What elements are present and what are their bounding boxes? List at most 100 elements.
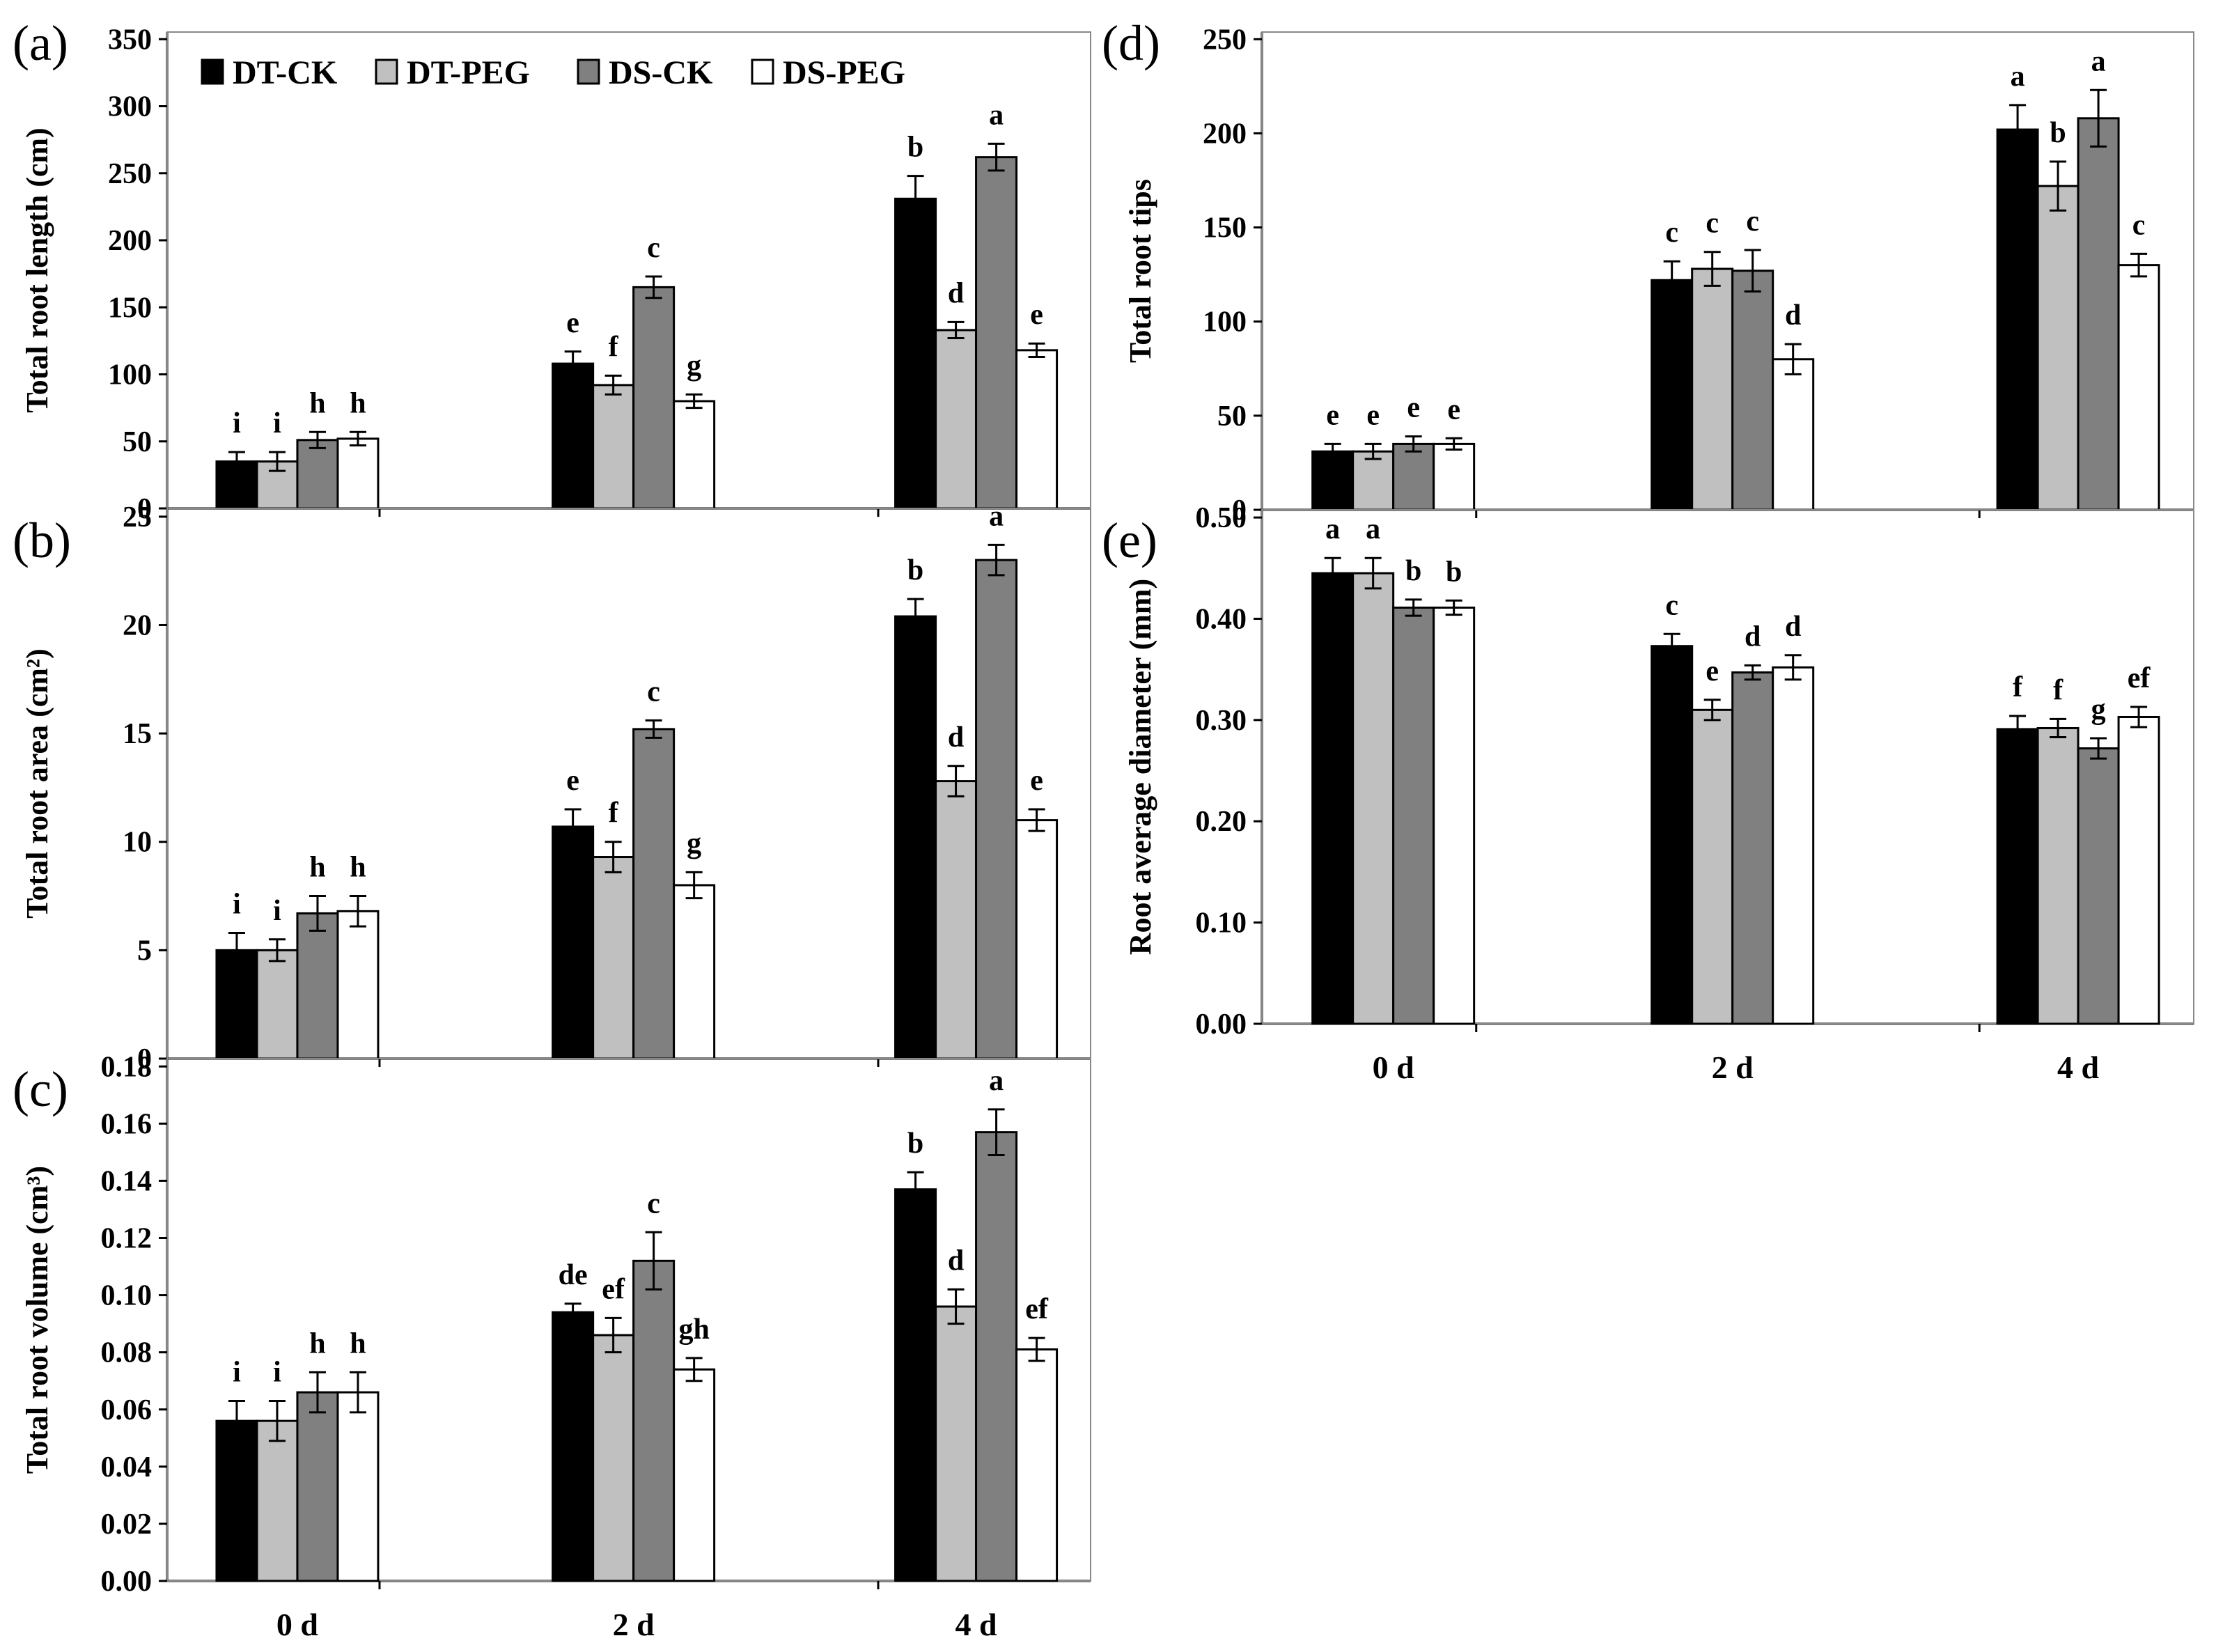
significance-letter: a [989, 1065, 1004, 1097]
panel-label: (d) [1102, 15, 1160, 71]
bar-ds-peg [673, 400, 716, 510]
significance-letter: h [309, 387, 325, 419]
significance-letter: e [1030, 299, 1043, 331]
significance-letter: h [350, 852, 366, 884]
bar-dt-peg [2036, 185, 2080, 511]
bar-ds-peg [2117, 715, 2160, 1025]
bar-ds-ck [296, 439, 339, 510]
bar-dt-ck [1311, 450, 1355, 511]
y-tick-label: 0 [137, 1043, 152, 1075]
significance-letter: gh [678, 1314, 709, 1346]
significance-letter: c [647, 232, 660, 264]
bar-dt-ck [552, 1311, 595, 1582]
significance-letter: ef [602, 1273, 625, 1305]
y-tick-label: 0.12 [101, 1223, 153, 1255]
significance-letter: d [948, 1245, 964, 1277]
y-axis-title: Total root tips [1123, 179, 1157, 363]
panel-label: (a) [13, 15, 68, 71]
y-tick-label: 0.02 [101, 1509, 153, 1541]
x-category-label: 0 d [276, 1607, 319, 1642]
significance-letter: i [273, 407, 281, 439]
legend-label-ds-peg: DS-PEG [783, 54, 905, 91]
bar-ds-peg [336, 910, 380, 1060]
bar-ds-peg [673, 1368, 716, 1582]
y-axis-title: Total root volume (cm³) [20, 1166, 54, 1474]
significance-letter: b [907, 554, 923, 586]
significance-letter: ef [1025, 1293, 1049, 1325]
legend-label-dt-ck: DT-CK [233, 54, 337, 91]
significance-letter: e [1706, 655, 1719, 687]
bar-dt-ck [894, 1188, 937, 1582]
legend-swatch-dt-peg [375, 59, 398, 85]
bar-dt-ck [894, 197, 937, 510]
significance-letter: c [1706, 208, 1719, 240]
legend: DT-CK DT-PEG DS-CK DS-PEG [201, 54, 905, 91]
y-tick-label: 0 [1232, 494, 1247, 527]
bar-dt-peg [1352, 450, 1395, 511]
bar-ds-peg [1015, 349, 1059, 510]
bar-ds-ck [632, 286, 676, 510]
significance-letter: e [566, 765, 579, 797]
bar-dt-peg [2036, 726, 2080, 1025]
y-tick-label: 300 [108, 91, 152, 123]
y-tick-label: 100 [108, 359, 152, 391]
panel-c: (c) Total root volume (cm³) 0.00 0.02 0.04 0.… [13, 1051, 1091, 1642]
bar-ds-ck [2077, 747, 2120, 1025]
y-tick-label: 200 [108, 225, 152, 257]
y-tick-label: 10 [123, 827, 152, 859]
bar-ds-ck [1392, 442, 1435, 511]
bar-dt-peg [256, 949, 299, 1060]
bar-ds-peg [1015, 1348, 1059, 1582]
significance-letter: h [309, 852, 325, 884]
x-category-label: 4 d [955, 1607, 998, 1642]
bar-dt-ck [1311, 572, 1355, 1025]
y-axis-title: Total root area (cm²) [20, 648, 54, 919]
y-tick-label: 0.20 [1196, 806, 1247, 838]
bar-dt-peg [1691, 267, 1734, 511]
y-tick-label: 15 [123, 718, 152, 750]
y-tick-label: 50 [123, 426, 152, 458]
bar-dt-peg [592, 384, 635, 510]
significance-letter: e [1447, 393, 1460, 426]
significance-letter: e [1030, 765, 1043, 797]
bar-ds-ck [2077, 117, 2120, 511]
y-tick-label: 250 [1203, 24, 1247, 56]
y-tick-label: 0.10 [1196, 907, 1247, 940]
significance-letter: a [2091, 45, 2106, 77]
legend-swatch-dt-ck [201, 59, 224, 85]
significance-letter: a [1325, 513, 1340, 545]
panels: (a)Total root length (cm)050100150200250… [13, 15, 2194, 1642]
y-axis-title: Root average diameter (mm) [1123, 579, 1157, 955]
significance-letter: b [2050, 117, 2066, 149]
y-tick-label: 5 [137, 935, 152, 967]
bar-ds-peg [336, 1391, 380, 1582]
bar-ds-peg [1015, 819, 1059, 1060]
significance-letter: f [609, 331, 619, 363]
bar-ds-ck [296, 912, 339, 1060]
y-tick-label: 0.04 [101, 1451, 153, 1483]
bar-ds-ck [632, 728, 676, 1060]
bar-dt-peg [935, 329, 978, 510]
y-tick-label: 0.00 [1196, 1008, 1247, 1041]
significance-letter: a [2011, 61, 2025, 93]
bar-ds-ck [1392, 606, 1435, 1025]
bar-dt-peg [1691, 708, 1734, 1025]
significance-letter: b [1446, 556, 1462, 588]
significance-letter: h [350, 1327, 366, 1359]
significance-letter: d [1745, 621, 1761, 653]
significance-letter: b [907, 132, 923, 164]
bar-ds-peg [336, 437, 380, 510]
y-tick-label: 100 [1203, 306, 1247, 338]
significance-letter: ef [2128, 662, 2151, 694]
bar-ds-peg [2117, 264, 2160, 511]
significance-letter: d [948, 722, 964, 754]
significance-letter: g [687, 827, 701, 859]
panel-d: (d) Total root tips 0 50 100 150 200 250 e c a e c b e… [1102, 15, 2194, 527]
significance-letter: c [647, 676, 660, 708]
panel-label: (b) [13, 513, 71, 568]
bar-ds-peg [1772, 358, 1815, 511]
x-category-label: 2 d [1712, 1050, 1754, 1085]
significance-letter: a [989, 99, 1004, 131]
bar-ds-ck [296, 1391, 339, 1582]
